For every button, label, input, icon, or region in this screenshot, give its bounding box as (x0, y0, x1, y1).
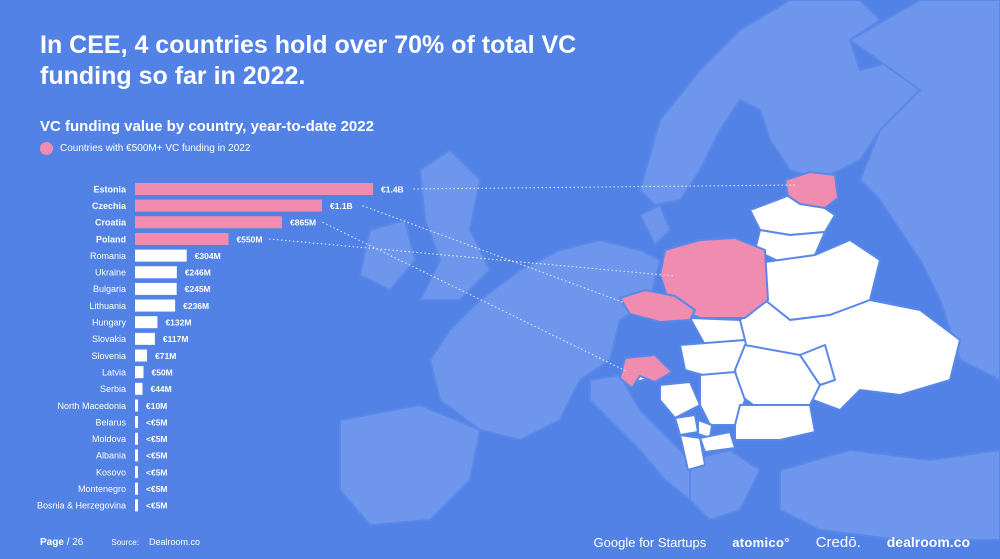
value-label-albania: <€5M (146, 451, 168, 461)
category-label-belarus: Belarus (95, 417, 126, 427)
bar-latvia (135, 366, 144, 379)
value-label-belarus: <€5M (146, 417, 168, 427)
value-label-slovakia: €117M (163, 334, 189, 344)
bar-kosovo (135, 466, 138, 479)
estonia-shape (784, 171, 839, 209)
poland-shape (659, 237, 769, 319)
legend-dot-icon (40, 142, 53, 155)
google-for-startups-logo: Google for Startups (593, 534, 707, 550)
value-label-slovenia: €71M (155, 351, 176, 361)
category-label-montenegro: Montenegro (78, 484, 126, 494)
connector-line-croatia (322, 221, 629, 373)
value-label-kosovo: <€5M (146, 467, 168, 477)
bar-slovakia (135, 332, 155, 345)
value-label-montenegro: <€5M (146, 484, 168, 494)
bar-lithuania (135, 299, 176, 312)
category-label-moldova: Moldova (92, 434, 126, 444)
dealroom-logo: dealroom.co (886, 534, 970, 550)
greece-shape (689, 448, 762, 522)
bar-croatia (135, 216, 283, 229)
category-label-slovakia: Slovakia (92, 334, 126, 344)
denmark-shape (638, 203, 672, 247)
chart-subtitle: VC funding value by country, year-to-dat… (40, 118, 374, 135)
connector-line-poland (268, 238, 676, 277)
category-label-estonia: Estonia (93, 184, 127, 194)
category-label-latvia: Latvia (102, 367, 126, 377)
bulgaria-shape (734, 404, 816, 441)
value-label-north-macedonia: €10M (146, 401, 167, 411)
category-label-hungary: Hungary (92, 318, 127, 328)
albania-shape (679, 434, 706, 471)
value-label-croatia: €865M (290, 218, 316, 228)
legend-label: Countries with €500M+ VC funding in 2022 (60, 143, 251, 154)
value-label-romania: €304M (195, 251, 221, 261)
value-label-ukraine: €246M (185, 268, 211, 278)
bar-ukraine (135, 266, 177, 279)
turkey-shape (779, 448, 1000, 541)
partner-logos: Google for Startups atomico° Credō. deal… (594, 534, 970, 551)
category-label-slovenia: Slovenia (91, 351, 126, 361)
croatia-shape (619, 354, 673, 389)
value-label-poland: €550M (237, 234, 263, 244)
category-label-poland: Poland (96, 234, 126, 244)
category-label-lithuania: Lithuania (89, 301, 126, 311)
czechia-shape (619, 289, 696, 323)
ireland-shape (358, 218, 417, 292)
connector-line-czechia (362, 205, 626, 304)
category-label-serbia: Serbia (100, 384, 126, 394)
category-label-bosnia-herzegovina: Bosnia & Herzegovina (37, 501, 126, 511)
bar-belarus (135, 416, 138, 429)
footer: Page / 26 Source: Dealroom.co Google for… (40, 532, 970, 552)
russia-shape (848, 0, 1000, 382)
bar-slovenia (135, 349, 148, 362)
value-label-estonia: €1.4B (381, 184, 404, 194)
iberia-shape (339, 403, 482, 527)
bar-bulgaria (135, 282, 177, 295)
bosnia-shape (659, 381, 701, 419)
source-value: Dealroom.co (148, 537, 200, 547)
page-title: In CEE, 4 countries hold over 70% of tot… (40, 31, 577, 90)
category-label-czechia: Czechia (92, 201, 127, 211)
value-label-hungary: €132M (165, 318, 191, 328)
bar-north-macedonia (135, 399, 138, 412)
moldova-shape (799, 344, 836, 386)
west-europe-shape (428, 238, 662, 442)
category-label-kosovo: Kosovo (96, 467, 126, 477)
category-label-croatia: Croatia (95, 218, 127, 228)
value-label-bosnia-herzegovina: <€5M (146, 501, 168, 511)
bar-poland (135, 232, 229, 245)
credo-logo: Credō. (815, 533, 861, 551)
value-label-serbia: €44M (150, 384, 171, 394)
bar-serbia (135, 382, 143, 395)
value-label-latvia: €50M (152, 367, 173, 377)
bar-moldova (135, 432, 138, 445)
category-label-romania: Romania (90, 251, 126, 261)
bar-montenegro (135, 482, 138, 495)
bar-czechia (135, 199, 322, 212)
category-label-ukraine: Ukraine (95, 268, 126, 278)
great-britain-shape (418, 148, 492, 301)
value-label-moldova: <€5M (146, 434, 168, 444)
atomico-logo: atomico° (732, 534, 790, 550)
bar-estonia (135, 183, 373, 195)
value-label-czechia: €1.1B (330, 201, 353, 211)
bar-albania (135, 449, 138, 462)
connector-line-estonia (413, 184, 796, 190)
bar-bosnia-herzegovina (135, 499, 138, 512)
category-label-north-macedonia: North Macedonia (57, 401, 126, 411)
value-label-lithuania: €236M (183, 301, 209, 311)
chart-legend: Countries with €500M+ VC funding in 2022 (40, 142, 250, 155)
source-label: Source: (111, 537, 139, 547)
bar-romania (135, 249, 187, 262)
category-label-albania: Albania (96, 451, 126, 461)
north-macedonia-shape (699, 431, 736, 453)
page-indicator: Page / 26 (40, 536, 84, 548)
value-label-bulgaria: €245M (185, 284, 211, 294)
category-label-bulgaria: Bulgaria (93, 284, 126, 294)
bar-hungary (135, 316, 158, 329)
